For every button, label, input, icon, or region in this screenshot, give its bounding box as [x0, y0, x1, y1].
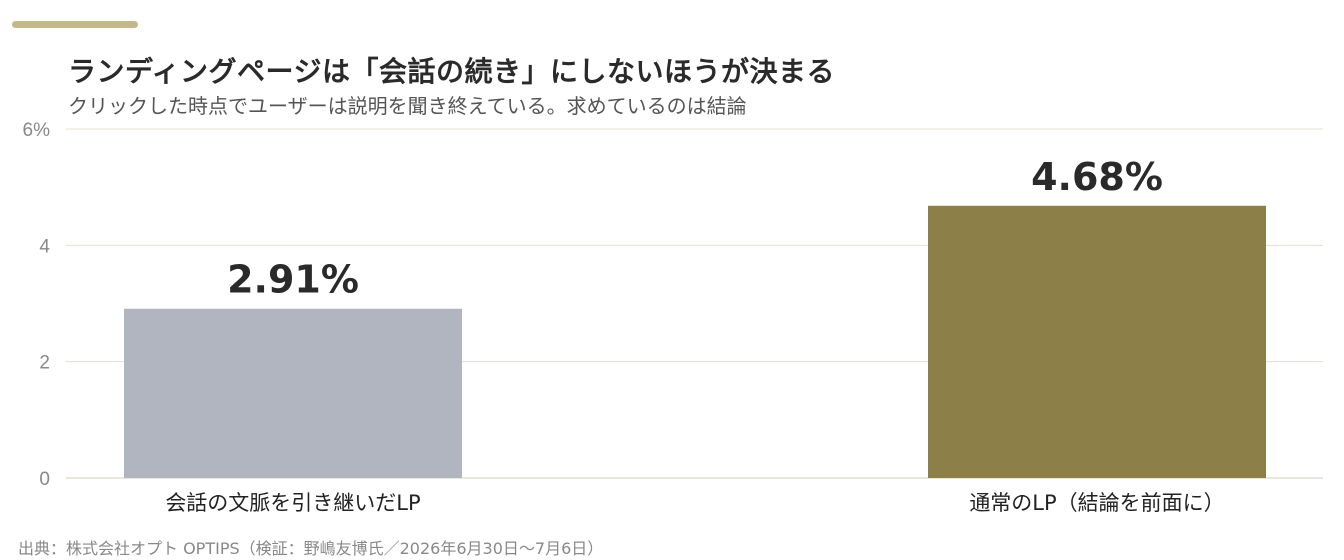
data-label: 2.91%	[227, 258, 359, 302]
chart-subtitle: クリックした時点でユーザーは説明を聞き終えている。求めているのは結論	[68, 94, 747, 118]
bar	[928, 205, 1266, 478]
data-label: 4.68%	[1031, 155, 1163, 199]
bar	[124, 308, 462, 478]
chart-title: ランディングページは「会話の続き」にしないほうが決まる	[68, 55, 835, 88]
x-tick-label: 通常のLP（結論を前面に）	[969, 491, 1224, 515]
y-tick-label: 6%	[23, 120, 51, 141]
y-tick-label: 4	[39, 236, 50, 257]
y-tick-label: 0	[39, 469, 50, 490]
x-tick-label: 会話の文脈を引き継いだLP	[165, 491, 420, 515]
accent-bar	[12, 21, 138, 28]
y-tick-label: 2	[39, 353, 50, 374]
source-note: 出典：株式会社オプト OPTIPS（検証：野嶋友博氏／2026年6月30日〜7月…	[18, 539, 604, 558]
